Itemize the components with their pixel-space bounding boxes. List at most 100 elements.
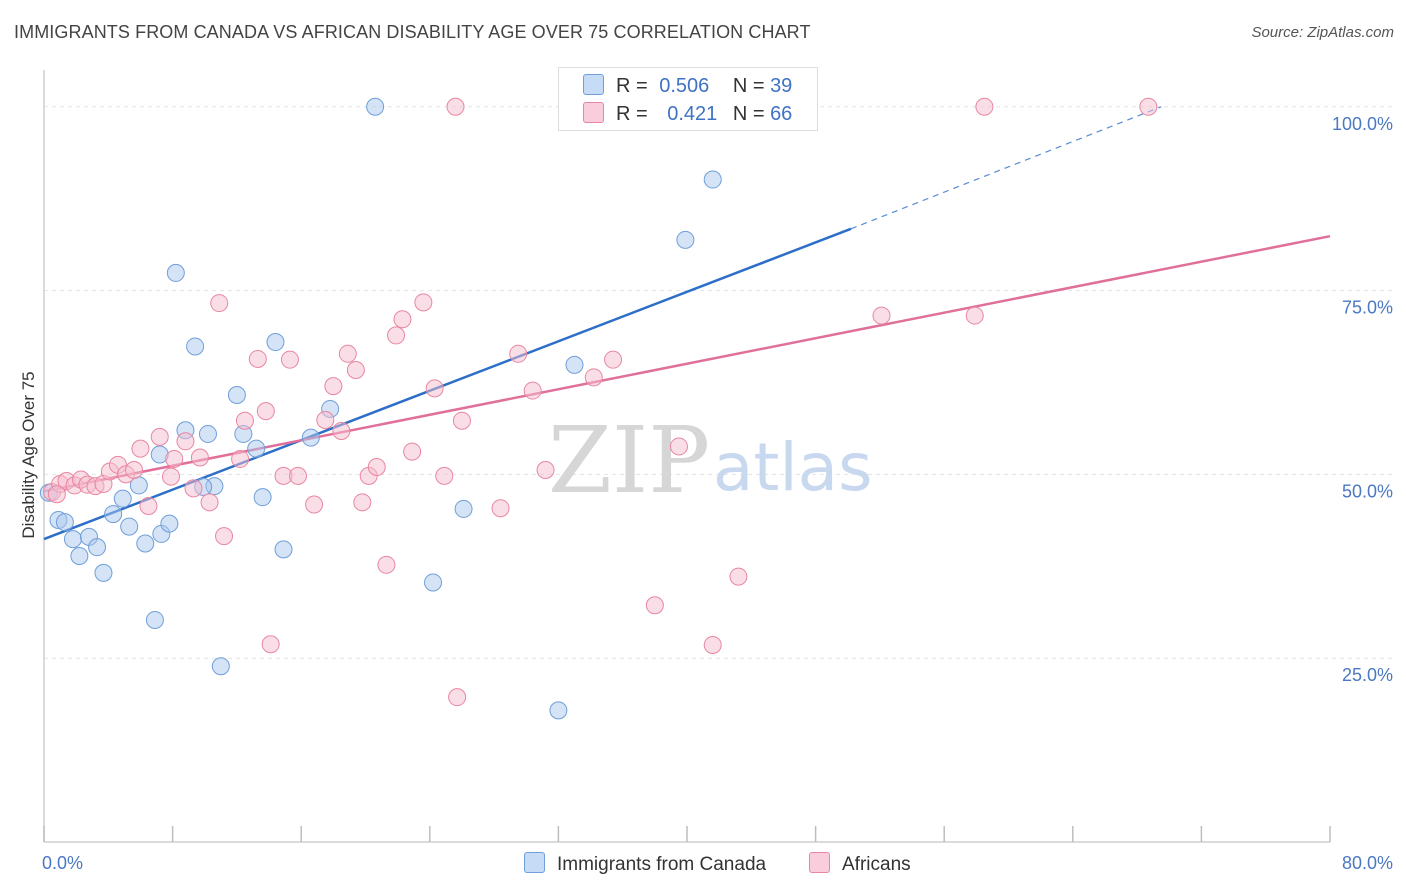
legend-row-africans: R = 0.421 N = 66 [583, 102, 792, 128]
data-point-africans [338, 344, 357, 363]
grid-lines [44, 106, 1392, 659]
x-tick-label: 0.0% [42, 853, 83, 873]
watermark: ZIP atlas [548, 407, 873, 514]
data-point-africans [452, 411, 471, 430]
legend-r-value-canada: 0.506 [659, 75, 710, 97]
legend-n-label: N = [732, 103, 765, 125]
data-point-africans [387, 326, 406, 345]
data-point-canada [88, 538, 107, 557]
data-point-africans [353, 493, 372, 512]
data-point-africans [200, 493, 219, 512]
series-swatch-canada [524, 852, 545, 873]
legend-r-label: R = [616, 75, 648, 97]
data-point-africans [248, 349, 267, 368]
data-point-canada [198, 424, 217, 443]
data-point-africans [332, 422, 351, 441]
data-point-canada [145, 610, 164, 629]
legend-n-value-canada: 39 [770, 75, 793, 97]
x-tick-labels: 0.0% 80.0% [42, 853, 1393, 873]
data-point-canada [253, 488, 272, 507]
data-point-africans [161, 467, 180, 486]
watermark-atlas: atlas [713, 429, 873, 506]
data-point-canada [247, 439, 266, 458]
data-point-africans [150, 427, 169, 446]
data-point-africans [645, 596, 664, 615]
data-point-africans [316, 410, 335, 429]
data-point-africans [584, 368, 603, 387]
legend-row-canada: R = 0.506 N = 39 [583, 74, 792, 100]
data-point-africans [523, 381, 542, 400]
data-point-africans [669, 437, 688, 456]
data-point-africans [288, 466, 307, 485]
data-point-africans [393, 310, 412, 329]
series-swatch-africans [809, 852, 830, 873]
data-point-canada [274, 540, 293, 559]
data-point-canada [166, 263, 185, 282]
data-point-canada [366, 97, 385, 116]
axes [43, 70, 1331, 843]
data-point-africans [377, 555, 396, 574]
data-point-canada [227, 385, 246, 404]
trend-line-canada [43, 227, 852, 541]
legend-swatch-africans [583, 102, 604, 123]
y-tick-labels: 25.0% 50.0% 75.0% 100.0% [1332, 114, 1393, 685]
data-point-canada [55, 513, 74, 532]
x-tick-label: 80.0% [1342, 853, 1393, 873]
data-point-africans [346, 360, 365, 379]
data-point-africans [872, 306, 891, 325]
data-point-canada [211, 657, 230, 676]
data-point-africans [165, 449, 184, 468]
data-point-africans [965, 306, 984, 325]
data-point-africans [403, 442, 422, 461]
data-point-canada [424, 573, 443, 592]
data-point-africans [448, 688, 467, 707]
data-point-africans [261, 635, 280, 654]
data-point-canada [454, 499, 473, 518]
data-point-africans [139, 496, 158, 515]
data-point-africans [125, 460, 144, 479]
data-point-africans [176, 432, 195, 451]
trend-line-canada-extension [850, 106, 1162, 230]
data-point-africans [305, 495, 324, 514]
y-tick-label: 50.0% [1342, 481, 1393, 501]
data-point-africans [414, 293, 433, 312]
data-point-africans [729, 567, 748, 586]
data-points [39, 97, 1158, 720]
series-legend-africans[interactable]: Africans [809, 852, 911, 876]
y-tick-label: 75.0% [1342, 298, 1393, 318]
data-point-canada [186, 337, 205, 356]
data-point-africans [184, 479, 203, 498]
data-point-africans [491, 499, 510, 518]
y-tick-label: 25.0% [1342, 665, 1393, 685]
source-label: Source: ZipAtlas.com [1251, 24, 1394, 41]
data-point-canada [676, 230, 695, 249]
data-point-africans [703, 635, 722, 654]
data-point-africans [47, 485, 66, 504]
data-point-africans [367, 458, 386, 477]
legend-swatch-canada [583, 74, 604, 95]
data-point-canada [136, 534, 155, 553]
data-point-africans [235, 411, 254, 430]
y-tick-label: 100.0% [1332, 114, 1393, 134]
data-point-canada [549, 701, 568, 720]
series-label-africans: Africans [842, 854, 911, 875]
data-point-africans [975, 97, 994, 116]
legend-r-label: R = [616, 103, 648, 125]
data-point-africans [280, 350, 299, 369]
data-point-africans [215, 527, 234, 546]
data-point-africans [131, 439, 150, 458]
data-point-canada [113, 489, 132, 508]
series-legend-canada[interactable]: Immigrants from Canada [524, 852, 766, 876]
data-point-africans [256, 402, 275, 421]
data-point-africans [1139, 97, 1158, 116]
data-point-africans [324, 377, 343, 396]
data-point-canada [94, 563, 113, 582]
data-point-canada [104, 505, 123, 524]
data-point-canada [160, 514, 179, 533]
y-axis-title: Disability Age Over 75 [19, 371, 38, 538]
data-point-canada [70, 546, 89, 565]
data-point-canada [120, 517, 139, 536]
legend-n-label: N = [732, 75, 765, 97]
watermark-zip: ZIP [548, 407, 710, 514]
